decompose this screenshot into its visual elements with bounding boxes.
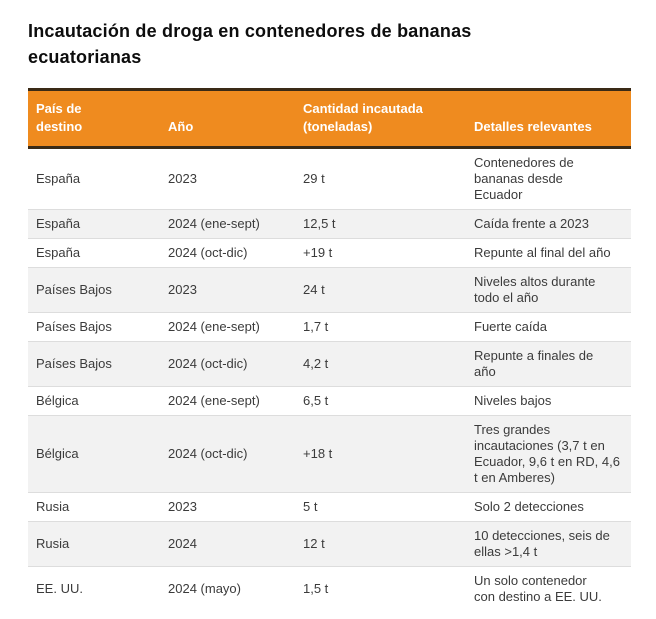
table-row: Rusia 2023 5 t Solo 2 detecciones xyxy=(28,492,631,522)
cell-cantidad: +18 t xyxy=(295,415,466,493)
cell-cantidad: +19 t xyxy=(295,238,466,268)
col-header-detalles: Detalles relevantes xyxy=(466,88,631,149)
cell-cantidad: 5 t xyxy=(295,492,466,522)
cell-cantidad: 1,5 t xyxy=(295,566,466,611)
cell-ano: 2024 (oct-dic) xyxy=(160,415,295,493)
cell-detalles: Niveles bajos xyxy=(466,386,631,416)
cell-detalles: Fuerte caída xyxy=(466,312,631,342)
table-row: España 2023 29 t Contenedores de bananas… xyxy=(28,148,631,210)
cell-ano: 2024 (ene-sept) xyxy=(160,386,295,416)
cell-cantidad: 6,5 t xyxy=(295,386,466,416)
page-title: Incautación de droga en contenedores de … xyxy=(28,21,472,67)
cell-cantidad: 29 t xyxy=(303,171,325,186)
cell-cantidad: 4,2 t xyxy=(295,341,466,387)
cell-detalles: Repunte a finales de año xyxy=(466,341,631,387)
drug-seizure-table: País de destino Año Cantidad incautada (… xyxy=(28,88,631,611)
cell-cantidad: 12 t xyxy=(295,521,466,567)
cell-pais: España xyxy=(28,238,160,268)
cell-pais: Países Bajos xyxy=(28,312,160,342)
cell-pais: Rusia xyxy=(28,492,160,522)
cell-ano: 2024 (mayo) xyxy=(160,566,295,611)
cell-ano: 2024 (ene-sept) xyxy=(160,312,295,342)
cell-cantidad: 24 t xyxy=(295,267,466,313)
cell-detalles: Tres grandes incautaciones (3,7 t en Ecu… xyxy=(466,415,631,493)
cell-ano: 2023 xyxy=(168,171,197,186)
cell-detalles: Solo 2 detecciones xyxy=(466,492,631,522)
table-row: Países Bajos 2024 (ene-sept) 1,7 t Fuert… xyxy=(28,312,631,342)
table-row: EE. UU. 2024 (mayo) 1,5 t Un solo conten… xyxy=(28,566,631,611)
cell-pais: España xyxy=(28,209,160,239)
col-header-ano: Año xyxy=(160,88,295,149)
table-row: Países Bajos 2024 (oct-dic) 4,2 t Repunt… xyxy=(28,341,631,387)
cell-pais: Países Bajos xyxy=(28,267,160,313)
col-header-pais-destino: País de destino xyxy=(28,88,160,149)
table-row: España 2024 (ene-sept) 12,5 t Caída fren… xyxy=(28,209,631,239)
cell-pais: Bélgica xyxy=(28,415,160,493)
table-row: Países Bajos 2023 24 t Niveles altos dur… xyxy=(28,267,631,313)
table-row: Rusia 2024 12 t 10 detecciones, seis de … xyxy=(28,521,631,567)
cell-ano: 2024 (oct-dic) xyxy=(160,341,295,387)
cell-pais: EE. UU. xyxy=(28,566,160,611)
table-header: País de destino Año Cantidad incautada (… xyxy=(28,88,631,149)
cell-detalles: Un solo contenedor con destino a EE. UU. xyxy=(466,566,631,611)
cell-pais: Países Bajos xyxy=(28,341,160,387)
cell-pais: Bélgica xyxy=(28,386,160,416)
cell-detalles: Contenedores de bananas desde Ecuador xyxy=(474,155,574,202)
cell-ano: 2023 xyxy=(160,267,295,313)
cell-cantidad: 12,5 t xyxy=(295,209,466,239)
cell-ano: 2023 xyxy=(160,492,295,522)
cell-detalles: Repunte al final del año xyxy=(466,238,631,268)
col-header-cantidad: Cantidad incautada (toneladas) xyxy=(295,88,466,149)
table-header-row: País de destino Año Cantidad incautada (… xyxy=(28,88,631,149)
cell-cantidad: 1,7 t xyxy=(295,312,466,342)
cell-ano: 2024 (ene-sept) xyxy=(160,209,295,239)
cell-ano: 2024 xyxy=(160,521,295,567)
table-body: España 2023 29 t Contenedores de bananas… xyxy=(28,148,631,611)
cell-pais: Rusia xyxy=(28,521,160,567)
cell-ano: 2024 (oct-dic) xyxy=(160,238,295,268)
cell-pais: España xyxy=(36,171,81,186)
table-row: Bélgica 2024 (ene-sept) 6,5 t Niveles ba… xyxy=(28,386,631,416)
cell-detalles: Caída frente a 2023 xyxy=(466,209,631,239)
cell-detalles: 10 detecciones, seis de ellas >1,4 t xyxy=(466,521,631,567)
table-row: España 2024 (oct-dic) +19 t Repunte al f… xyxy=(28,238,631,268)
table-row: Bélgica 2024 (oct-dic) +18 t Tres grande… xyxy=(28,415,631,493)
cell-detalles: Niveles altos durante todo el año xyxy=(466,267,631,313)
